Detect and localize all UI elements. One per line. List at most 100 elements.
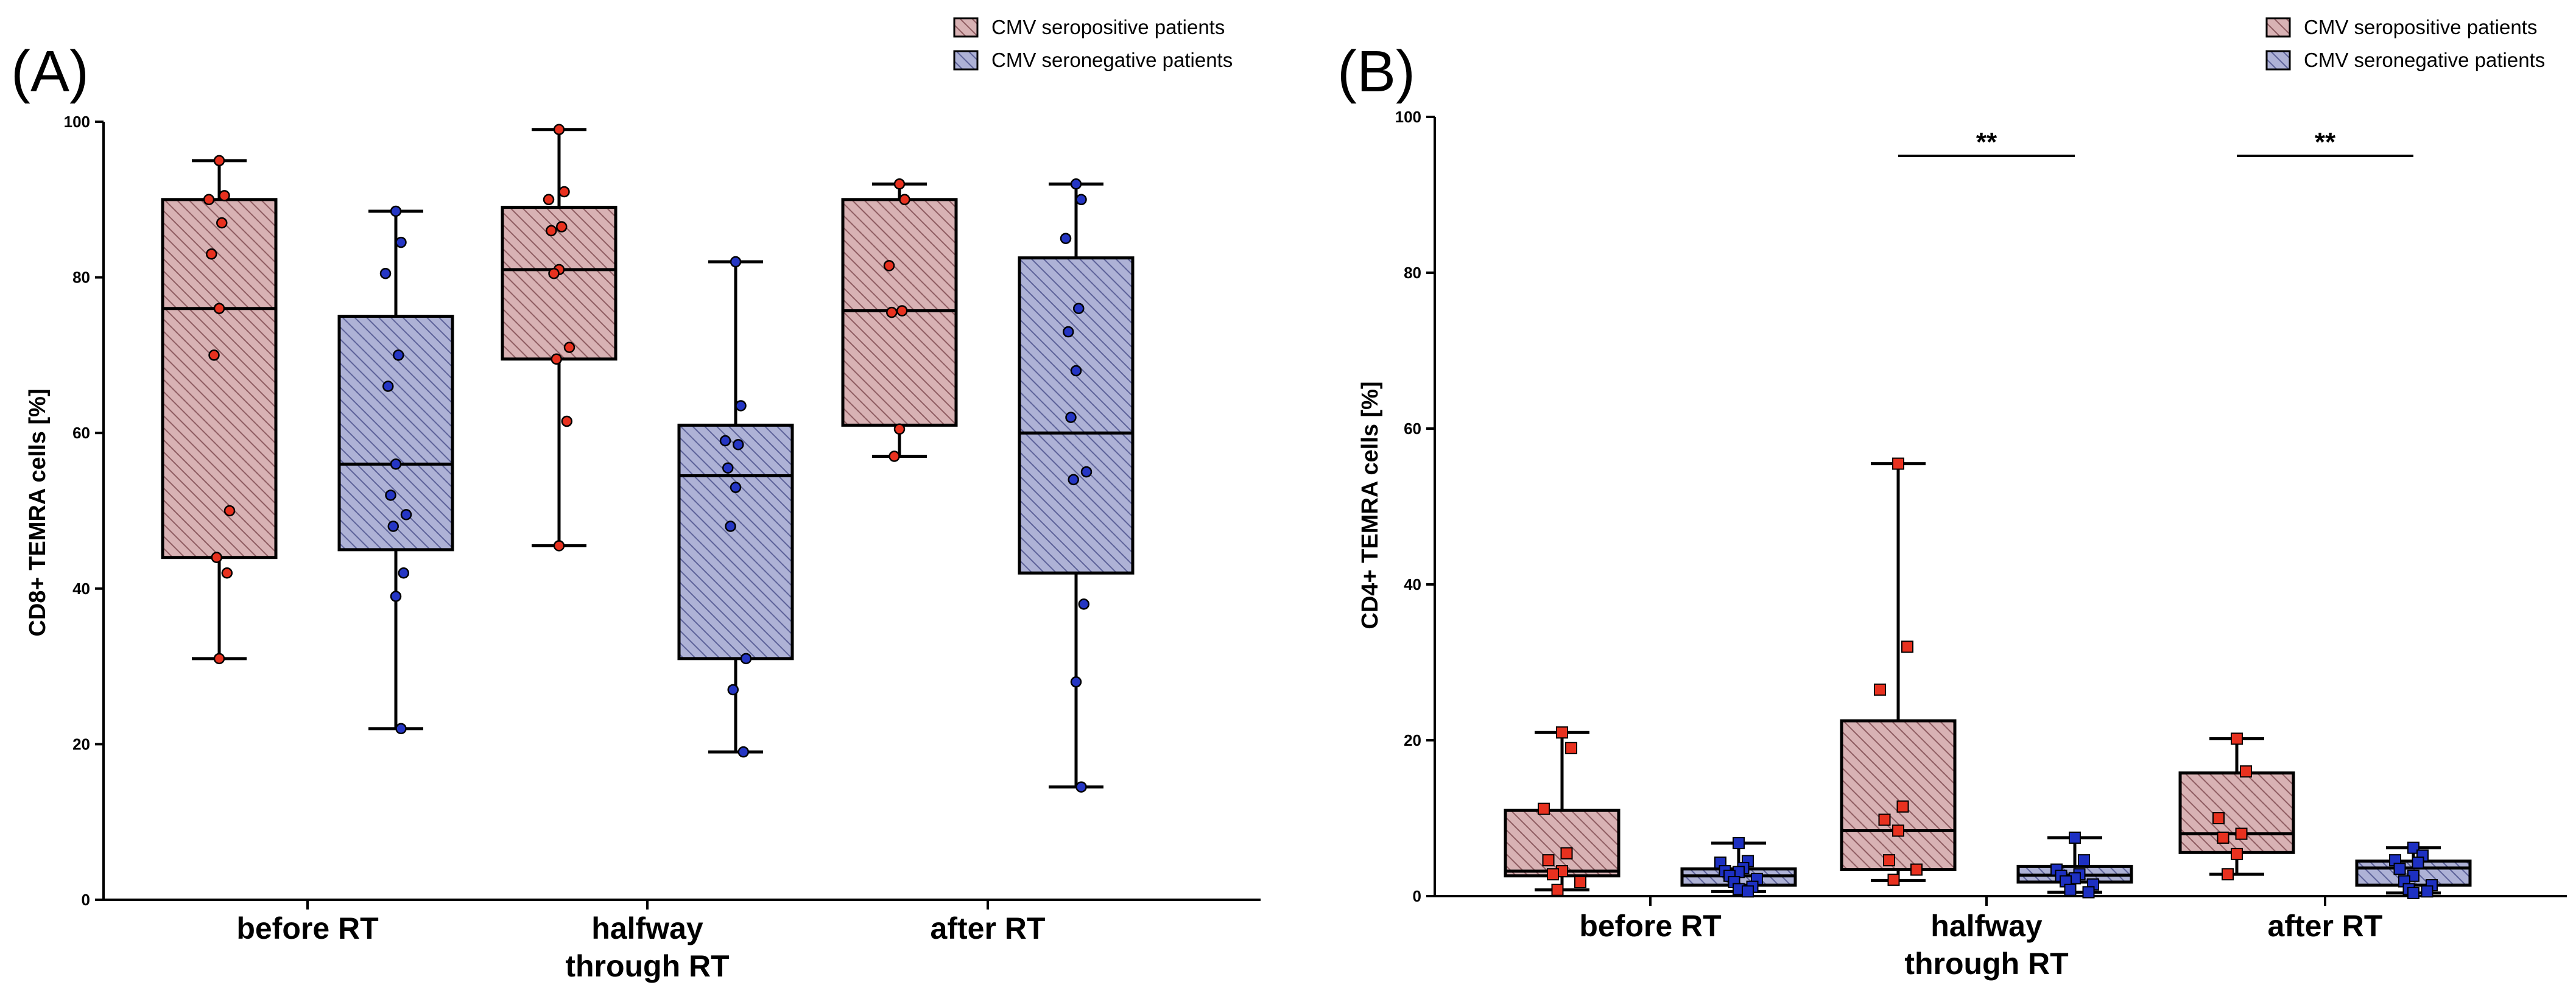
data-point [2069,832,2081,844]
data-point [216,217,228,229]
data-point [563,342,575,353]
panel-b-legend-seronegative: CMV seronegative patients [2304,49,2545,71]
panel-b-legend: CMV seropositive patients CMV seronegati… [2265,16,2545,71]
panel-a-y-tick-label: 40 [72,580,90,598]
data-point [1556,726,1568,739]
panel-b-box-seronegative [2016,832,2133,899]
panel-a-y-tick-label: 20 [72,735,90,753]
data-point [722,462,734,474]
panel-a-category-label: before RT [236,911,378,945]
data-point [733,439,744,450]
data-point [1075,194,1087,206]
box-iqr [2178,771,2295,854]
data-point [221,567,233,579]
box-iqr [501,206,618,361]
data-point [2217,832,2229,844]
data-point [553,124,565,136]
panel-b-category-label: halfway [1930,909,2043,943]
data-point [395,236,407,248]
data-point [219,190,230,202]
panel-b-y-tick-label: 80 [1404,264,1421,282]
data-point [1075,781,1087,793]
panel-b-plot-area: 0 20 40 60 80 100 before RT halfway through RT af… [1395,108,2567,981]
panel-a-box-seropositive [841,178,958,462]
data-point [1574,875,1586,888]
data-point [1542,854,1555,867]
data-point [543,194,555,206]
data-point [561,415,572,427]
panel-b-y-tick-label: 40 [1404,575,1421,594]
data-point [2064,883,2077,896]
data-point [556,221,568,233]
panel-b-category-label: through RT [1904,947,2068,981]
panel-a-category-label: halfway [591,911,703,945]
data-point [2082,886,2095,899]
panel-a-legend-swatch-seronegative [953,50,979,71]
data-point [551,353,562,365]
data-point [223,505,236,517]
panel-a-box-seronegative [677,256,794,758]
data-point [1742,885,1754,898]
data-point [1063,326,1074,338]
panel-a-y-tick-label: 100 [64,113,90,131]
panel-b-box-seropositive [2178,732,2295,881]
data-point [379,267,392,279]
data-point [1070,676,1082,688]
data-point [395,723,407,735]
data-point [883,260,895,272]
panel-a-box-seropositive [161,155,278,665]
data-point [740,653,752,665]
data-point [2231,847,2243,860]
data-point [896,305,908,317]
data-point [553,540,565,552]
data-point [390,458,402,470]
data-point [886,306,898,318]
data-point [1892,457,1904,470]
data-point [390,205,402,217]
panel-a-legend: CMV seropositive patients CMV seronegati… [953,16,1233,71]
panel-a-legend-seronegative: CMV seronegative patients [991,49,1233,71]
data-point [1733,836,1745,849]
data-point [203,194,215,206]
data-point [385,489,396,501]
panel-b-label: (B) [1337,39,1415,104]
data-point [2231,732,2243,745]
panel-a-box-seropositive [501,124,618,552]
box-iqr [1504,808,1621,878]
data-point [2078,854,2090,867]
data-point [1070,365,1082,377]
panel-a-label: (A) [11,39,89,104]
data-point [1068,474,1079,486]
box-iqr [161,198,278,559]
box-iqr [1840,719,1957,871]
data-point [400,509,412,521]
panel-a-legend-swatch-seropositive [953,17,979,38]
panel-a-category-label: after RT [931,911,1046,945]
panel-b-box-seronegative [2355,841,2472,899]
panel-a-y-axis-title: CD8+ TEMRA cells [%] [25,388,51,636]
data-point [2222,868,2234,881]
data-point [1883,854,1895,867]
data-point [2235,827,2248,840]
data-point [398,567,409,579]
data-point [1547,868,1559,881]
panel-b-box-seropositive [1504,726,1621,896]
data-point [390,591,402,602]
data-point [211,552,222,563]
data-point [730,482,742,493]
data-point [393,349,404,361]
data-point [2412,856,2424,869]
panel-b-box-seropositive [1840,457,1957,886]
panel-b-significance-label: ** [1976,127,1997,157]
data-point [893,178,906,190]
data-point [1887,874,1900,886]
data-point [719,435,731,447]
data-point [2421,885,2433,898]
panel-b-box-seronegative [1680,836,1797,898]
panel-b-y-tick-label: 100 [1395,108,1421,126]
data-point [1901,640,1913,653]
data-point [1060,233,1072,244]
panel-b-legend-swatch-seropositive [2265,17,2291,38]
panel-b-significance-label: ** [2315,127,2336,157]
